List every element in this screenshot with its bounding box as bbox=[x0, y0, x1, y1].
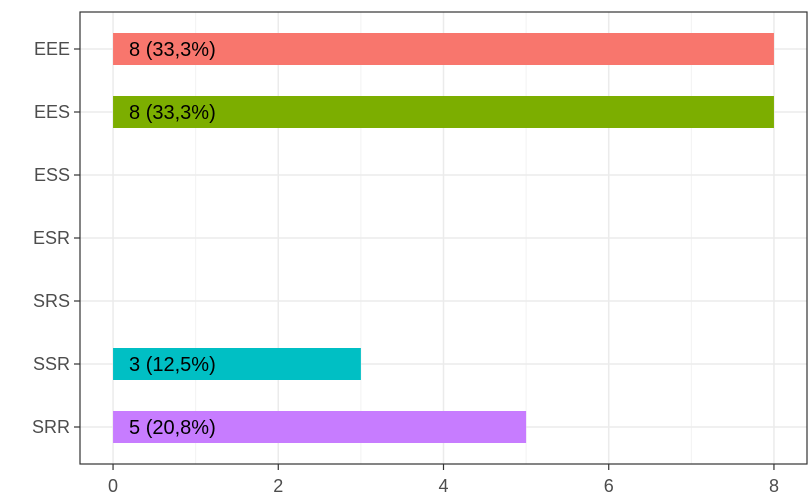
x-tick-label: 8 bbox=[769, 476, 779, 496]
bar-ees bbox=[113, 96, 774, 128]
x-tick-label: 4 bbox=[438, 476, 448, 496]
data-label-ssr: 3 (12,5%) bbox=[129, 354, 216, 376]
y-tick-label-eee: EEE bbox=[34, 39, 70, 59]
data-label-eee: 8 (33,3%) bbox=[129, 39, 216, 61]
y-tick-label-ess: ESS bbox=[34, 165, 70, 185]
bar-eee bbox=[113, 33, 774, 65]
x-tick-label: 6 bbox=[604, 476, 614, 496]
y-tick-label-ees: EES bbox=[34, 102, 70, 122]
data-label-ees: 8 (33,3%) bbox=[129, 102, 216, 124]
y-tick-label-srs: SRS bbox=[33, 291, 70, 311]
y-axis: EEE EES ESS ESR SRS SSR SRR bbox=[32, 39, 80, 437]
y-tick-label-ssr: SSR bbox=[33, 354, 70, 374]
x-tick-label: 0 bbox=[108, 476, 118, 496]
y-tick-label-srr: SRR bbox=[32, 417, 70, 437]
data-label-srr: 5 (20,8%) bbox=[129, 417, 216, 439]
x-tick-label: 2 bbox=[273, 476, 283, 496]
bar-srr bbox=[113, 411, 527, 443]
bar-ssr bbox=[113, 348, 361, 380]
bars bbox=[113, 33, 774, 443]
x-axis: 0 2 4 6 8 bbox=[108, 464, 779, 496]
data-labels: 8 (33,3%) 8 (33,3%) 3 (12,5%) 5 (20,8%) bbox=[129, 39, 216, 439]
y-tick-label-esr: ESR bbox=[33, 228, 70, 248]
